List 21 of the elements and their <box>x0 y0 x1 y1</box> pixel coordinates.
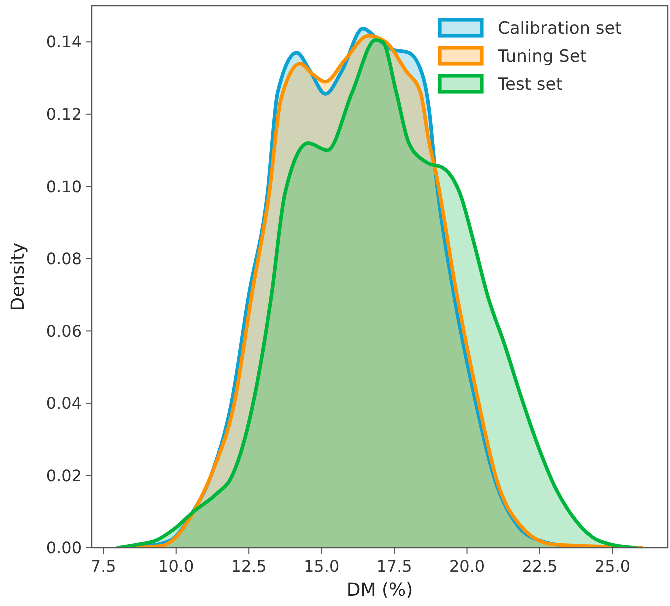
x-tick-label: 10.0 <box>158 557 194 576</box>
y-tick-label: 0.00 <box>46 538 82 558</box>
legend-label: Tuning Set <box>497 46 588 67</box>
y-tick-label: 0.10 <box>46 177 82 196</box>
x-tick-label: 15.0 <box>304 557 340 576</box>
y-tick-label: 0.04 <box>46 394 82 414</box>
y-tick-label: 0.06 <box>46 322 82 341</box>
x-tick-label: 17.5 <box>376 557 412 576</box>
y-axis-title: Density <box>8 242 29 312</box>
x-axis-title: DM (%) <box>346 580 414 601</box>
y-tick-label: 0.08 <box>46 250 82 269</box>
x-tick-label: 7.5 <box>90 557 116 576</box>
y-tick-label: 0.14 <box>46 32 82 52</box>
x-tick-label: 25.0 <box>594 557 631 576</box>
x-tick-label: 12.5 <box>231 557 267 576</box>
x-tick-label: 22.5 <box>522 557 558 576</box>
legend-label: Calibration set <box>498 18 622 39</box>
legend-label: Test set <box>497 74 564 95</box>
x-tick-label: 20.0 <box>449 557 486 576</box>
y-tick-label: 0.02 <box>46 466 82 486</box>
y-tick-label: 0.12 <box>46 105 82 124</box>
